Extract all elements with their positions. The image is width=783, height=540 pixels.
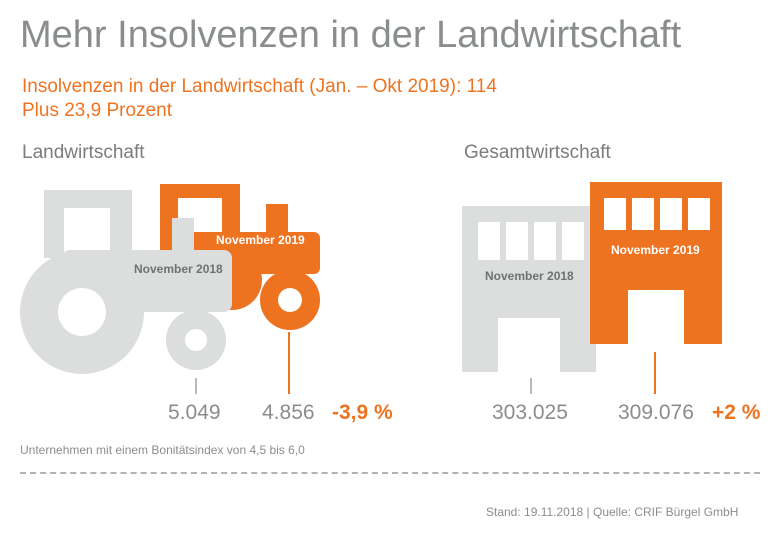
value-agri-2018: 5.049 <box>168 401 221 424</box>
section-heading-agriculture: Landwirtschaft <box>22 142 145 163</box>
tractor-2018-front-hub <box>185 329 207 351</box>
section-heading-economy: Gesamtwirtschaft <box>464 142 611 163</box>
label-econ-2019: November 2019 <box>611 243 700 257</box>
tractor-2019-hub <box>278 288 302 312</box>
building-2019-shape <box>590 182 722 344</box>
page-title: Mehr Insolvenzen in der Landwirtschaft <box>20 14 682 56</box>
tractor-2018-hub <box>58 288 106 336</box>
building-2018-shape <box>462 206 596 372</box>
subtitle-percent: Plus 23,9 Prozent <box>22 100 172 121</box>
change-econ: +2 % <box>712 401 761 424</box>
value-agri-2019: 4.856 <box>262 401 315 424</box>
label-agri-2018: November 2018 <box>134 262 223 276</box>
label-econ-2018: November 2018 <box>485 269 574 283</box>
value-econ-2018: 303.025 <box>492 401 568 424</box>
change-agri: -3,9 % <box>332 401 393 424</box>
label-agri-2019: November 2019 <box>216 233 305 247</box>
value-econ-2019: 309.076 <box>618 401 694 424</box>
divider <box>20 472 760 474</box>
subtitle-insolvencies: Insolvenzen in der Landwirtschaft (Jan. … <box>22 76 497 97</box>
source-line: Stand: 19.11.2018 | Quelle: CRIF Bürgel … <box>486 505 739 519</box>
footnote: Unternehmen mit einem Bonitätsindex von … <box>20 443 305 457</box>
